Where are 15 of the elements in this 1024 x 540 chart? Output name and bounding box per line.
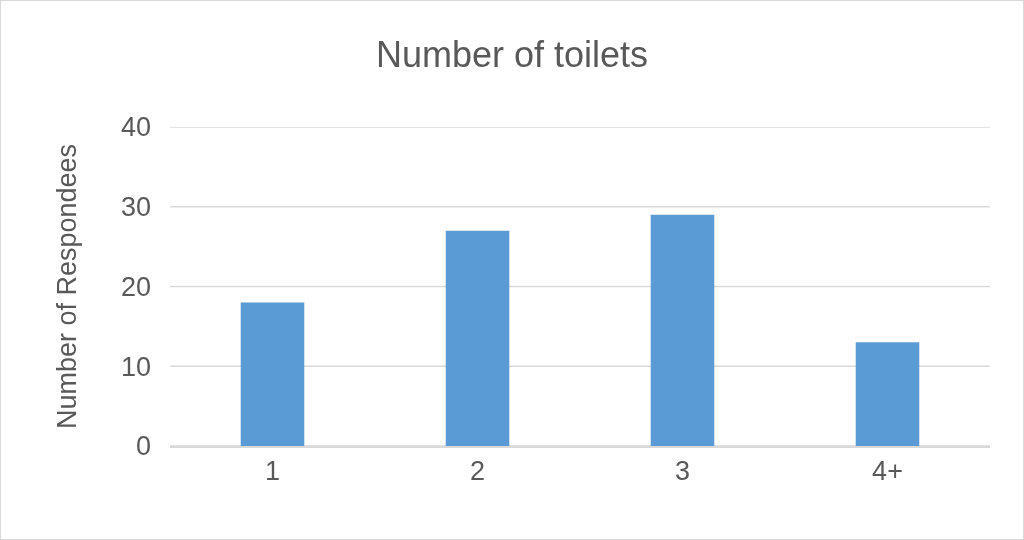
bar <box>445 230 510 446</box>
x-tick-label: 1 <box>264 455 281 486</box>
bar <box>240 302 305 446</box>
x-tick-label: 4+ <box>872 455 903 486</box>
chart-title: Number of toilets <box>375 34 649 76</box>
y-tick-label: 0 <box>135 431 151 462</box>
bar <box>650 214 715 446</box>
bar <box>855 342 920 446</box>
y-axis-title: Number of Respondees <box>52 143 82 430</box>
y-tick-label: 20 <box>120 271 151 302</box>
y-tick-label: 40 <box>120 112 151 143</box>
y-tick-label: 30 <box>120 192 151 223</box>
x-tick-label: 2 <box>469 455 486 486</box>
y-tick-label: 10 <box>120 351 151 382</box>
x-tick-label: 3 <box>674 455 691 486</box>
